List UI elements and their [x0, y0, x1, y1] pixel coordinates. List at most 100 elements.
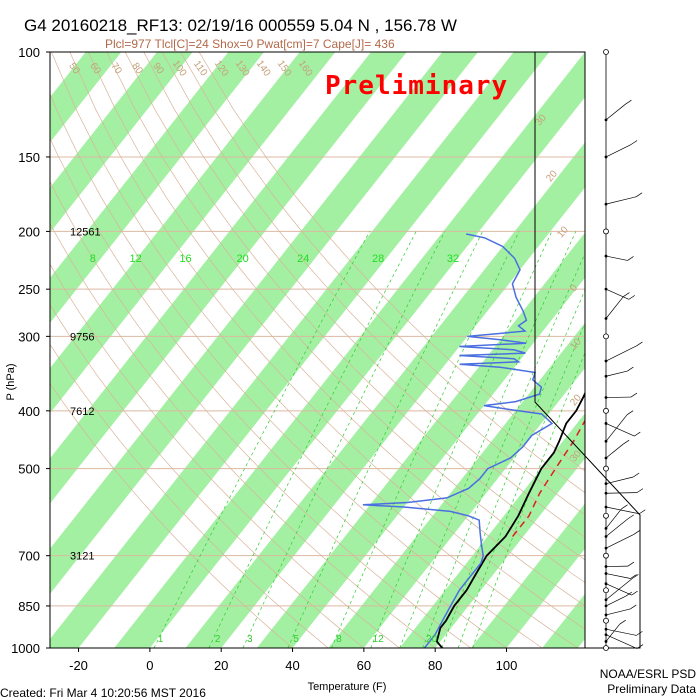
- wind-barb-feather: [619, 619, 626, 625]
- temperature-stripe: [50, 52, 265, 323]
- wind-barb: [605, 144, 632, 158]
- temperature-stripe: [542, 593, 585, 648]
- wind-barb-feather: [636, 631, 643, 636]
- height-label: 12561: [70, 226, 101, 238]
- wind-barb: [605, 506, 640, 515]
- temperature-stripe: [50, 52, 407, 504]
- preliminary-watermark: Preliminary: [325, 71, 508, 101]
- temperature-stripe: [328, 322, 585, 648]
- wind-barb-feather: [636, 341, 643, 347]
- wind-barb-feather: [631, 590, 638, 596]
- wind-barb-feather: [626, 410, 634, 415]
- wind-barb-feather: [632, 574, 639, 579]
- mixing-ratio-label: 20: [236, 253, 248, 265]
- wind-barb-feather: [634, 431, 641, 437]
- moist-adiabat-label: 0: [568, 282, 580, 294]
- temperature-tick-label: 20: [214, 658, 228, 673]
- wind-barb-feather: [628, 295, 636, 300]
- height-labels: 12561 9756 7612 3121: [70, 226, 101, 562]
- temperature-tick-label: -20: [69, 658, 88, 673]
- pressure-tick-label: 300: [18, 329, 40, 344]
- temperature-stripe: [50, 52, 122, 143]
- wind-barb: [605, 423, 635, 437]
- mixing-ratio-label: 8: [336, 634, 342, 645]
- chart-title: G4 20160218_RF13: 02/19/16 000559 5.04 N…: [24, 16, 457, 35]
- height-label: 3121: [70, 551, 94, 563]
- dewpoint-trace: [362, 233, 554, 648]
- wind-barb: [605, 578, 633, 601]
- wind-barb-feather: [627, 256, 634, 261]
- pressure-tick-label: 250: [18, 282, 40, 297]
- mixing-ratio-label: 2: [215, 634, 221, 645]
- mixing-ratio-label: 24: [297, 253, 309, 265]
- dry-adiabat: [161, 52, 585, 516]
- calm-marker: [603, 587, 609, 594]
- temperature-tick-label: 40: [285, 658, 299, 673]
- wind-barb: [605, 476, 634, 485]
- mixing-ratio-label: 1: [158, 634, 164, 645]
- temperature-stripe: [114, 52, 585, 648]
- plot-area: [50, 52, 700, 648]
- temperature-stripe: [614, 52, 700, 648]
- pressure-tick-label: 150: [18, 150, 40, 165]
- wind-dot: [604, 155, 608, 159]
- mixing-ratio-label: 12: [373, 634, 385, 645]
- mixing-ratio-line: [208, 231, 417, 648]
- wind-barb-feather: [633, 472, 640, 478]
- x-axis-label: Temperature (F): [308, 681, 387, 693]
- dry-adiabat: [180, 52, 585, 494]
- footer-org: NOAA/ESRL PSD: [600, 667, 697, 681]
- dry-adiabat: [106, 52, 585, 584]
- pressure-tick-label: 700: [18, 549, 40, 564]
- temperature-stripe: [185, 142, 585, 648]
- wind-barb-feather: [625, 99, 632, 105]
- footer-created: Created: Fri Mar 4 10:20:56 MST 2016: [0, 686, 206, 700]
- wind-barb: [605, 508, 622, 529]
- temperature-stripes: [50, 52, 700, 648]
- mixing-ratio-label: 16: [179, 253, 191, 265]
- dry-adiabat: [51, 52, 579, 648]
- wind-barb: [605, 534, 634, 549]
- footer-preliminary: Preliminary Data: [607, 682, 696, 696]
- wind-barb: [605, 103, 626, 121]
- wind-barb-feather: [623, 292, 630, 297]
- calm-marker: [603, 465, 609, 472]
- mixing-ratio-label: 12: [129, 253, 141, 265]
- wind-barb: [605, 370, 628, 377]
- dry-adiabat: [124, 52, 585, 561]
- wind-barb: [605, 595, 626, 607]
- isobar-lines: [50, 156, 585, 607]
- wind-barb-feather: [627, 561, 635, 567]
- height-label: 9756: [70, 331, 94, 343]
- dry-adiabat: [50, 222, 436, 648]
- dry-adiabat: [87, 52, 585, 607]
- chart-subtitle: Plcl=977 Tlcl[C]=24 Shox=0 Pwat[cm]=7 Ca…: [105, 37, 395, 51]
- wind-barb: [605, 296, 624, 319]
- mixing-ratio-line: [287, 231, 483, 648]
- mixing-ratio-label: 32: [447, 253, 459, 265]
- wind-barb-feather: [630, 392, 638, 398]
- mixing-ratio-line: [153, 231, 371, 648]
- wind-barb: [605, 345, 637, 362]
- wind-barb: [605, 634, 638, 649]
- temperature-tick-label: 80: [428, 658, 442, 673]
- dry-adiabat: [50, 263, 400, 648]
- wind-barb-feather: [636, 488, 644, 493]
- temperature-trace: [435, 391, 585, 648]
- pressure-tick-label: 850: [18, 599, 40, 614]
- wind-barb-feather: [635, 192, 643, 198]
- wind-barb: [605, 628, 637, 636]
- mixing-ratio-line: [242, 231, 446, 648]
- wind-barb: [605, 492, 638, 494]
- wind-barb-feather: [636, 644, 644, 649]
- wind-barb: [605, 608, 631, 616]
- dry-adiabat: [198, 52, 585, 472]
- pressure-tick-label: 100: [18, 45, 40, 60]
- wind-barb: [605, 414, 628, 442]
- mixing-ratio-label: 28: [372, 253, 384, 265]
- sounding-traces: [362, 233, 585, 648]
- dry-adiabat: [50, 92, 543, 648]
- dry-adiabat: [50, 303, 365, 648]
- dry-adiabat-lines: [50, 52, 585, 648]
